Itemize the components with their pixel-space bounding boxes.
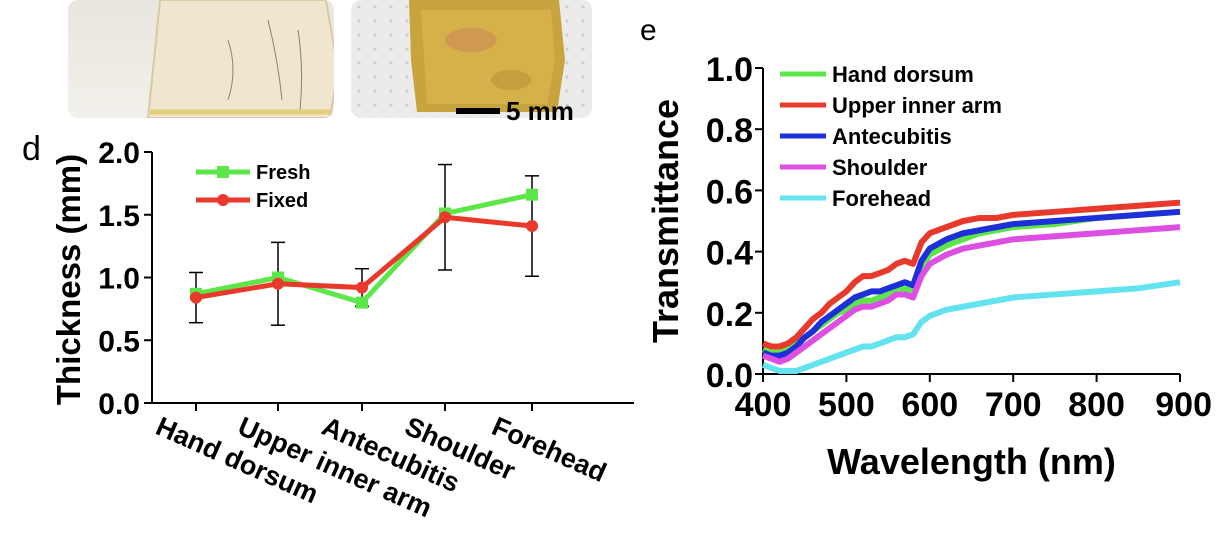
legend-label: Shoulder — [832, 155, 928, 180]
series-line-shoulder — [761, 224, 1181, 365]
x-axis-label: Wavelength (nm) — [827, 441, 1116, 482]
legend-label: Fixed — [256, 190, 308, 212]
x-tick-label: 700 — [985, 386, 1042, 424]
x-tick-label: 800 — [1068, 386, 1125, 424]
y-tick-label: 1.0 — [98, 263, 140, 296]
y-axis-label: Thickness (mm) — [50, 154, 87, 405]
data-point-fresh — [526, 188, 538, 201]
y-tick-label: 0.5 — [98, 325, 140, 358]
series-line-upper-inner-arm — [761, 199, 1181, 350]
legend-marker — [217, 166, 229, 178]
panel-label-d: d — [22, 130, 41, 168]
data-point-fixed — [190, 291, 202, 304]
y-tick-label: 0.2 — [706, 296, 753, 334]
fixed-skin-photo — [351, 0, 592, 118]
data-point-fixed — [272, 277, 284, 290]
legend-label: Antecubitis — [832, 124, 952, 149]
panel-label-e: e — [640, 14, 657, 47]
fresh-skin-sample — [146, 0, 334, 118]
y-tick-label: 0.0 — [706, 357, 753, 395]
y-tick-label: 2.0 — [98, 137, 140, 170]
fixed-skin-sample — [409, 0, 565, 112]
data-point-fixed — [439, 211, 451, 224]
legend-label: Fresh — [256, 162, 310, 184]
y-tick-label: 0.6 — [706, 173, 753, 211]
y-tick-label: 1.0 — [706, 51, 753, 89]
y-tick-label: 0.8 — [706, 112, 753, 150]
legend-label: Hand dorsum — [832, 62, 974, 87]
x-tick-label: 400 — [735, 386, 792, 424]
x-tick-label: 600 — [901, 386, 958, 424]
fresh-skin-photo — [68, 0, 334, 118]
data-point-fresh — [356, 296, 368, 309]
series-line-forehead — [761, 279, 1181, 374]
y-axis-label: Transmittance — [645, 99, 686, 343]
legend-label: Upper inner arm — [832, 93, 1002, 118]
y-tick-label: 0.0 — [98, 388, 140, 421]
y-tick-label: 1.5 — [98, 200, 140, 233]
scale-bar-label: 5 mm — [506, 96, 574, 126]
x-tick-label: 500 — [818, 386, 875, 424]
data-point-fixed — [526, 220, 538, 233]
legend-marker — [217, 194, 229, 206]
legend-label: Forehead — [832, 186, 931, 211]
data-point-fixed — [356, 281, 368, 294]
transmittance-chart: 0.0 0.2 0.4 0.6 0.8 1.0 400 500 600 700 800 900 Wave… — [645, 51, 1212, 482]
x-tick-label: 900 — [1155, 386, 1212, 424]
y-tick-label: 0.4 — [706, 235, 753, 273]
series-line-antecubitis — [761, 208, 1181, 359]
